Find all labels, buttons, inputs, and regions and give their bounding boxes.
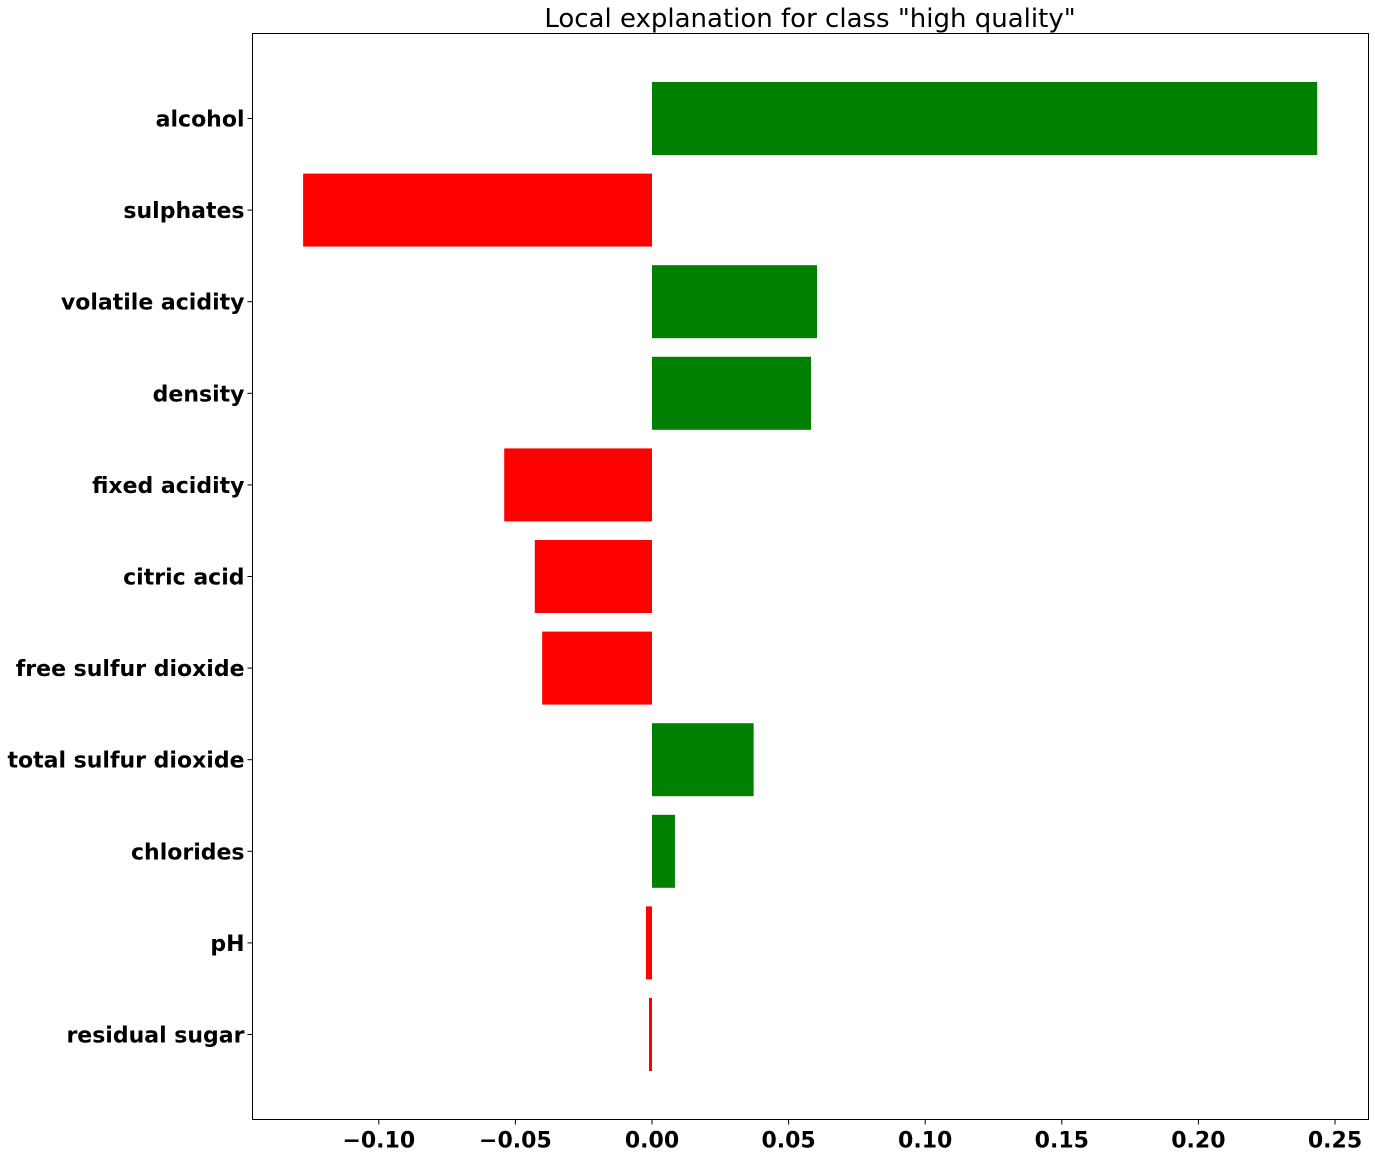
y-tick-label-residual-sugar: residual sugar <box>66 1024 244 1049</box>
chart-title: Local explanation for class "high qualit… <box>544 4 1075 34</box>
bar-total-sulfur-dioxide <box>652 723 754 797</box>
x-tick-label: 0.00 <box>625 1129 679 1154</box>
bar-ph <box>645 906 652 980</box>
x-tick-label: 0.20 <box>1171 1129 1225 1154</box>
x-axis: −0.10 −0.05 0.00 0.05 0.10 0.15 0.20 0.25 <box>342 1119 1362 1154</box>
bar-residual-sugar <box>648 998 652 1071</box>
y-tick-label-ph: pH <box>210 932 244 957</box>
y-tick-label-fixed-acidity: fixed acidity <box>92 474 244 499</box>
y-tick-label-density: density <box>153 382 245 407</box>
y-tick-label-volatile-acidity: volatile acidity <box>61 291 245 316</box>
bar-alcohol <box>652 82 1318 155</box>
bar-chlorides <box>652 814 675 888</box>
bar-fixed-acidity <box>504 448 652 522</box>
x-tick-label: 0.10 <box>898 1129 952 1154</box>
y-tick-label-free-sulfur-dioxide: free sulfur dioxide <box>16 657 245 682</box>
x-tick-label: 0.05 <box>761 1129 815 1154</box>
bar-density <box>652 356 812 430</box>
x-tick-label: 0.25 <box>1308 1129 1362 1154</box>
bar-sulphates <box>303 173 652 247</box>
y-tick-label-citric-acid: citric acid <box>123 566 244 591</box>
y-tick-label-total-sulfur-dioxide: total sulfur dioxide <box>7 749 244 774</box>
bar-volatile-acidity <box>652 265 818 339</box>
bar-citric-acid <box>534 540 652 613</box>
bars-group <box>303 82 1318 1071</box>
y-tick-label-chlorides: chlorides <box>131 840 245 865</box>
y-axis: alcohol sulphates volatile acidity density f… <box>7 108 253 1049</box>
y-tick-label-alcohol: alcohol <box>156 108 245 133</box>
y-tick-label-sulphates: sulphates <box>123 199 244 224</box>
x-tick-label: −0.05 <box>479 1129 552 1154</box>
x-tick-label: 0.15 <box>1035 1129 1089 1154</box>
bar-free-sulfur-dioxide <box>542 631 652 705</box>
x-tick-label: −0.10 <box>342 1129 415 1154</box>
